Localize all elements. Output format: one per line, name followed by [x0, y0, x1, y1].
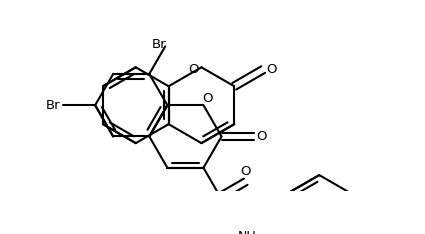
Text: O: O	[202, 92, 212, 106]
Text: O: O	[188, 63, 199, 76]
Text: Br: Br	[152, 38, 167, 51]
Text: O: O	[241, 165, 251, 178]
Text: Br: Br	[46, 99, 61, 112]
Text: O: O	[257, 130, 267, 143]
Text: NH: NH	[238, 230, 257, 234]
Text: O: O	[266, 63, 276, 76]
